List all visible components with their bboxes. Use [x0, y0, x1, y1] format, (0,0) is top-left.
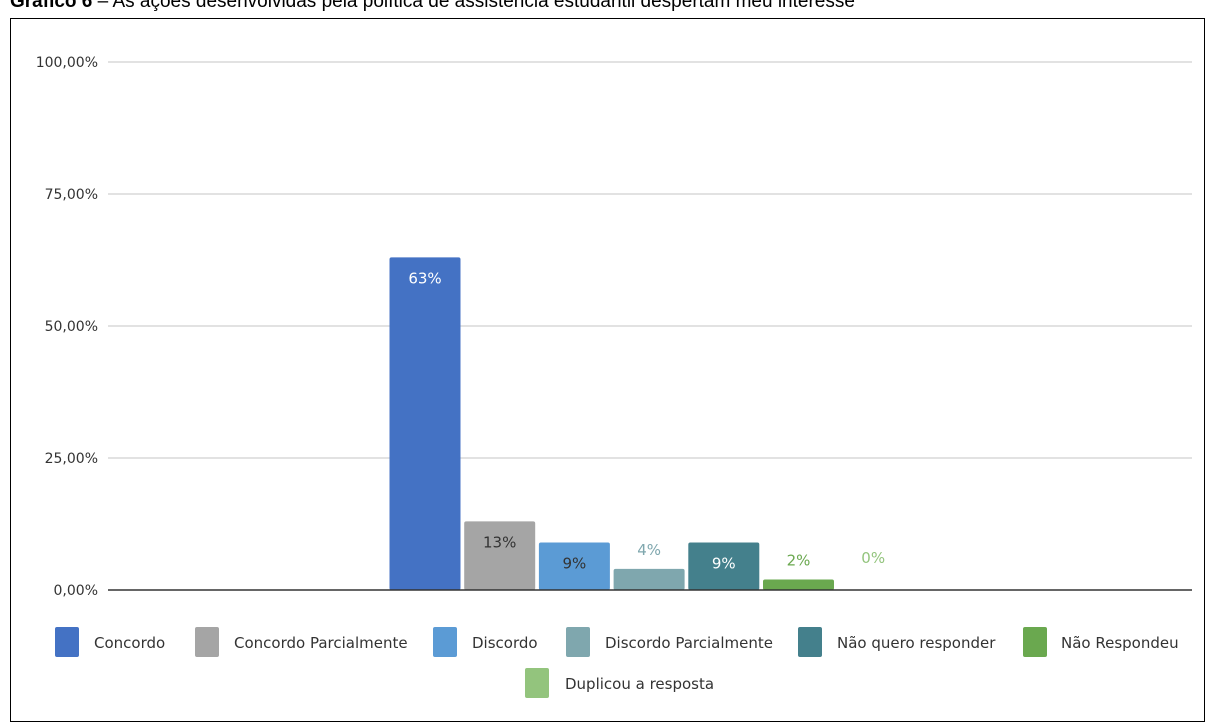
legend-swatch: [195, 627, 219, 657]
bar-data-label: 0%: [861, 549, 885, 567]
bar-data-label: 63%: [408, 269, 441, 287]
legend-label: Concordo: [94, 634, 165, 652]
legend-label: Não quero responder: [837, 634, 996, 652]
bar-data-label: 13%: [483, 533, 516, 551]
legend-swatch: [525, 668, 549, 698]
bar-data-label: 4%: [637, 541, 661, 559]
y-tick-label: 50,00%: [45, 319, 98, 335]
legend-label: Discordo: [472, 634, 538, 652]
y-tick-label: 0,00%: [54, 583, 98, 599]
bar: [613, 568, 685, 590]
y-tick-label: 100,00%: [36, 55, 98, 71]
bar: [389, 257, 461, 590]
legend-label: Não Respondeu: [1061, 634, 1179, 652]
y-tick-label: 75,00%: [45, 187, 98, 203]
bar: [688, 542, 760, 590]
caption-prefix: Gráfico 6: [10, 0, 93, 12]
chart-caption: Gráfico 6 – As ações desenvolvidas pela …: [10, 0, 855, 13]
bar: [763, 579, 834, 590]
chart-frame: [10, 18, 1205, 722]
y-tick-label: 25,00%: [45, 451, 98, 467]
legend-swatch: [566, 627, 590, 657]
bar-data-label: 9%: [712, 554, 736, 572]
legend-swatch: [55, 627, 79, 657]
legend-label: Discordo Parcialmente: [605, 634, 773, 652]
legend-swatch: [433, 627, 457, 657]
legend-label: Duplicou a resposta: [565, 675, 714, 693]
bar: [538, 542, 610, 590]
legend-swatch: [1023, 627, 1047, 657]
legend-swatch: [798, 627, 822, 657]
legend-label: Concordo Parcialmente: [234, 634, 408, 652]
bar-data-label: 9%: [563, 554, 587, 572]
bar-data-label: 2%: [787, 551, 811, 569]
caption-text: As ações desenvolvidas pela política de …: [112, 0, 855, 12]
bar: [464, 521, 536, 590]
